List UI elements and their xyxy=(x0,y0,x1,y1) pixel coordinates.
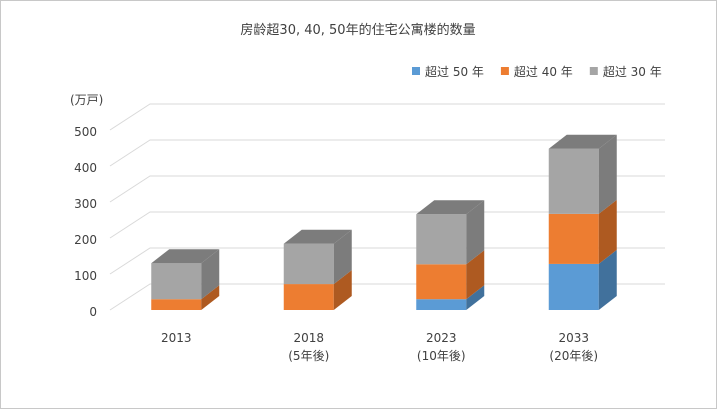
legend-label: 超过 40 年 xyxy=(514,64,573,79)
bar-top xyxy=(548,134,617,149)
bar-segment xyxy=(151,263,202,300)
legend-swatch xyxy=(412,67,420,75)
bar-side xyxy=(598,134,617,214)
bar-side xyxy=(333,270,352,310)
y-tick-label: 300 xyxy=(74,197,97,211)
bar-side xyxy=(201,249,220,300)
bar-side xyxy=(466,250,485,300)
bar-side xyxy=(466,200,485,265)
bar-top xyxy=(151,249,220,264)
legend-label: 超过 50 年 xyxy=(425,64,484,79)
bar-segment xyxy=(548,263,599,310)
bar-segment xyxy=(416,214,467,265)
y-axis-label: (万戸) xyxy=(70,93,103,107)
bar-segment xyxy=(283,243,334,285)
x-tick-note: (5年後) xyxy=(288,349,329,363)
bar-segment xyxy=(151,299,202,310)
x-tick-note: (10年後) xyxy=(417,349,466,363)
bar-side xyxy=(598,199,617,264)
x-tick-note: (20年後) xyxy=(549,349,598,363)
grid-line xyxy=(109,283,665,311)
bar-side xyxy=(598,249,617,310)
bar-segment xyxy=(283,284,334,310)
y-tick-label: 0 xyxy=(89,305,97,319)
grid-line xyxy=(109,139,665,167)
bar-side xyxy=(201,285,220,310)
y-tick-label: 400 xyxy=(74,161,97,175)
y-tick-label: 100 xyxy=(74,269,97,283)
x-tick-label: 2013 xyxy=(161,331,192,345)
x-tick-label: 2033 xyxy=(558,331,589,345)
bar-segment xyxy=(548,148,599,214)
bar-segment xyxy=(416,299,467,310)
grid-line xyxy=(109,175,665,203)
bar-top xyxy=(416,200,485,215)
bar-side xyxy=(466,285,485,310)
x-tick-label: 2023 xyxy=(426,331,457,345)
legend-label: 超过 30 年 xyxy=(603,64,662,79)
y-tick-label: 500 xyxy=(74,125,97,139)
bar-top xyxy=(283,229,352,244)
legend-swatch xyxy=(500,67,509,75)
grid-line xyxy=(109,211,665,239)
bar-segment xyxy=(416,264,467,300)
grid-line xyxy=(109,247,665,275)
legend-swatch xyxy=(589,67,598,75)
chart-title: 房龄超30, 40, 50年的住宅公寓楼的数量 xyxy=(240,22,475,38)
bar-segment xyxy=(548,213,599,264)
grid-line xyxy=(109,103,665,131)
y-tick-label: 200 xyxy=(74,233,97,247)
bar-side xyxy=(333,229,352,285)
x-tick-label: 2018 xyxy=(293,331,324,345)
